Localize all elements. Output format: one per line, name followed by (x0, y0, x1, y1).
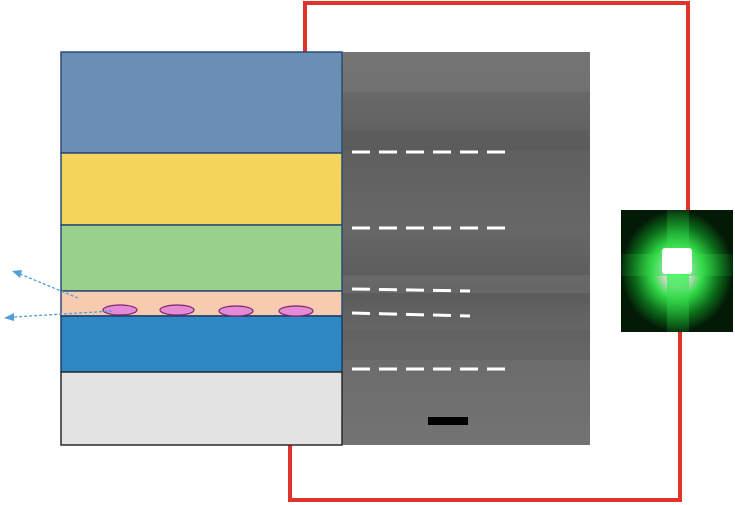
layer-top (60, 51, 343, 154)
quantum-dot (278, 305, 314, 317)
emission-arrowhead (12, 270, 22, 278)
emission-photo (621, 210, 733, 332)
emission-arrow (13, 310, 113, 318)
layer-yellow (60, 152, 343, 226)
layer-green (60, 224, 343, 292)
circuit-wire-bottom (288, 332, 682, 502)
layer-stack (60, 51, 343, 446)
emission-arrows (4, 270, 113, 321)
layer-blue (60, 315, 343, 373)
layer-substrate (60, 371, 343, 446)
sem-cross-section (342, 52, 590, 445)
circuit-wire-top (303, 1, 690, 210)
emission-arrowhead (4, 313, 14, 321)
emission-arrow (19, 273, 79, 299)
interface-line (351, 311, 471, 318)
quantum-dot (102, 304, 138, 316)
quantum-dot (159, 304, 195, 316)
quantum-dot (218, 305, 254, 317)
emission-spot (662, 248, 692, 274)
interface-line (351, 287, 471, 293)
scale-bar (428, 417, 468, 425)
